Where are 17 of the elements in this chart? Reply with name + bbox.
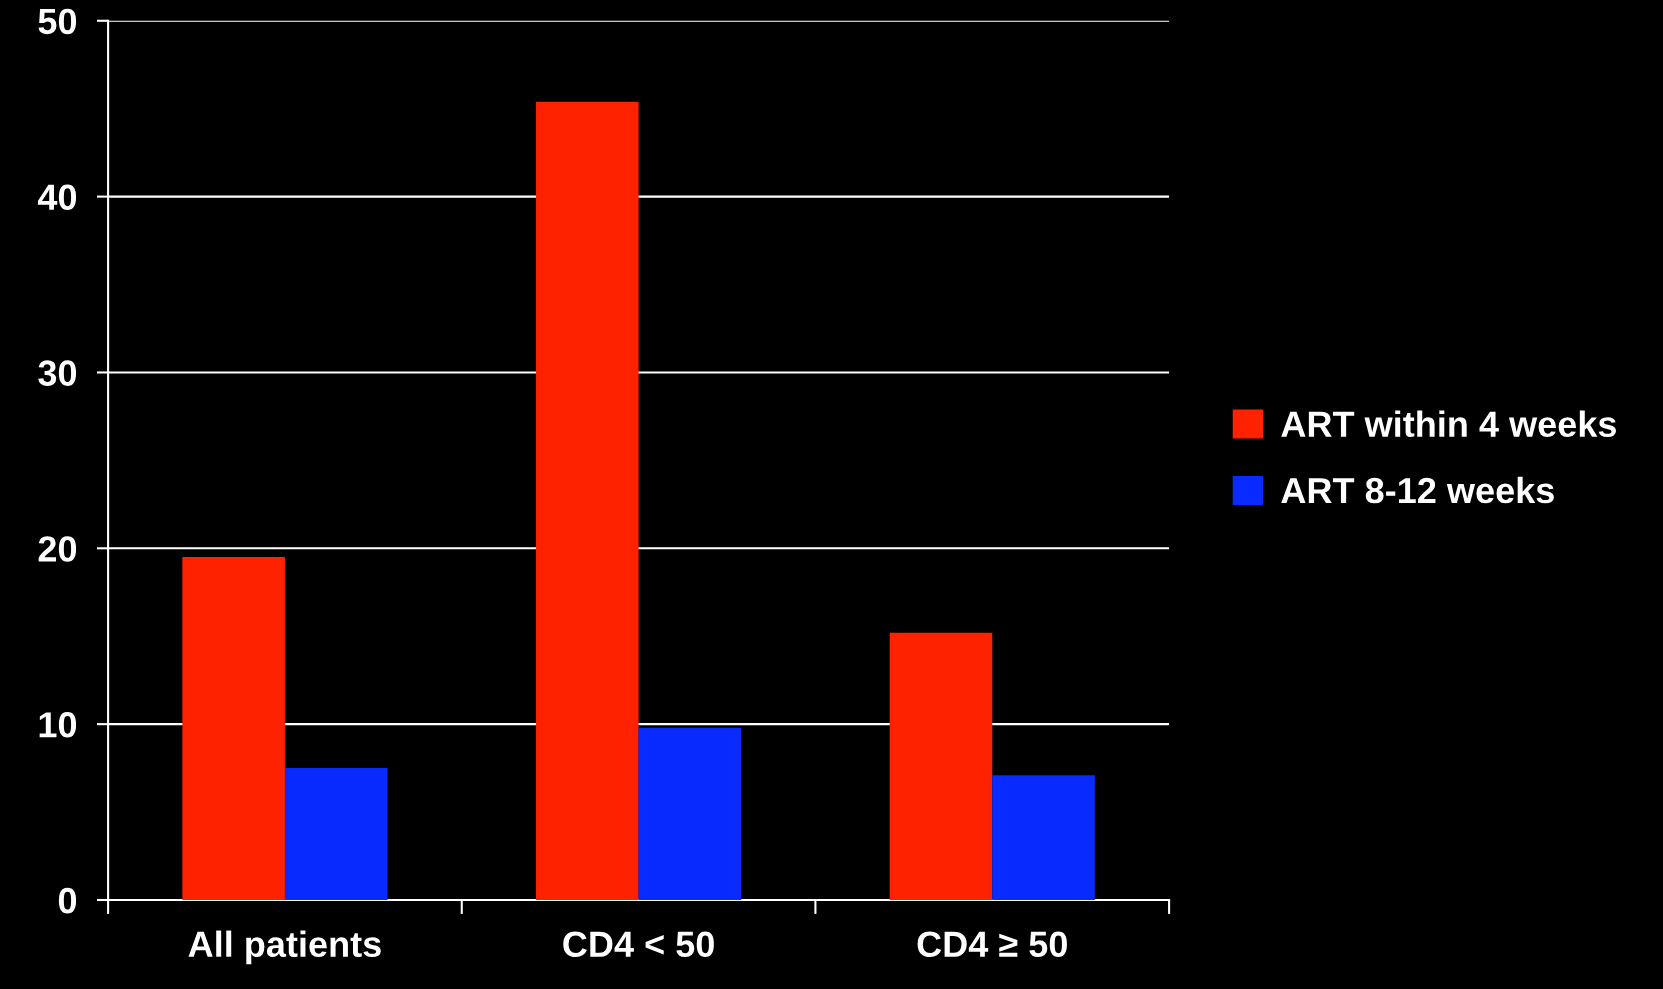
x-tick-label: CD4 < 50: [563, 931, 714, 958]
y-tick-label: 30: [38, 360, 77, 386]
y-tick-label: 0: [58, 887, 77, 914]
bar: [536, 101, 639, 900]
y-tick-label: 20: [38, 536, 77, 562]
x-tick-label: CD4 ≥ 50: [917, 931, 1067, 958]
y-tick-label: 50: [38, 8, 77, 35]
x-tick-label: All patients: [188, 930, 381, 965]
bar: [889, 632, 993, 900]
y-tick-label: 40: [37, 184, 77, 211]
y-tick-label: 10: [39, 712, 77, 738]
bar: [638, 727, 742, 900]
legend-label: ART 8-12 weeks: [1281, 476, 1554, 504]
legend-label: ART within 4 weeks: [1281, 410, 1616, 437]
bar: [992, 775, 1095, 900]
bar: [284, 768, 388, 900]
bar: [182, 557, 285, 900]
